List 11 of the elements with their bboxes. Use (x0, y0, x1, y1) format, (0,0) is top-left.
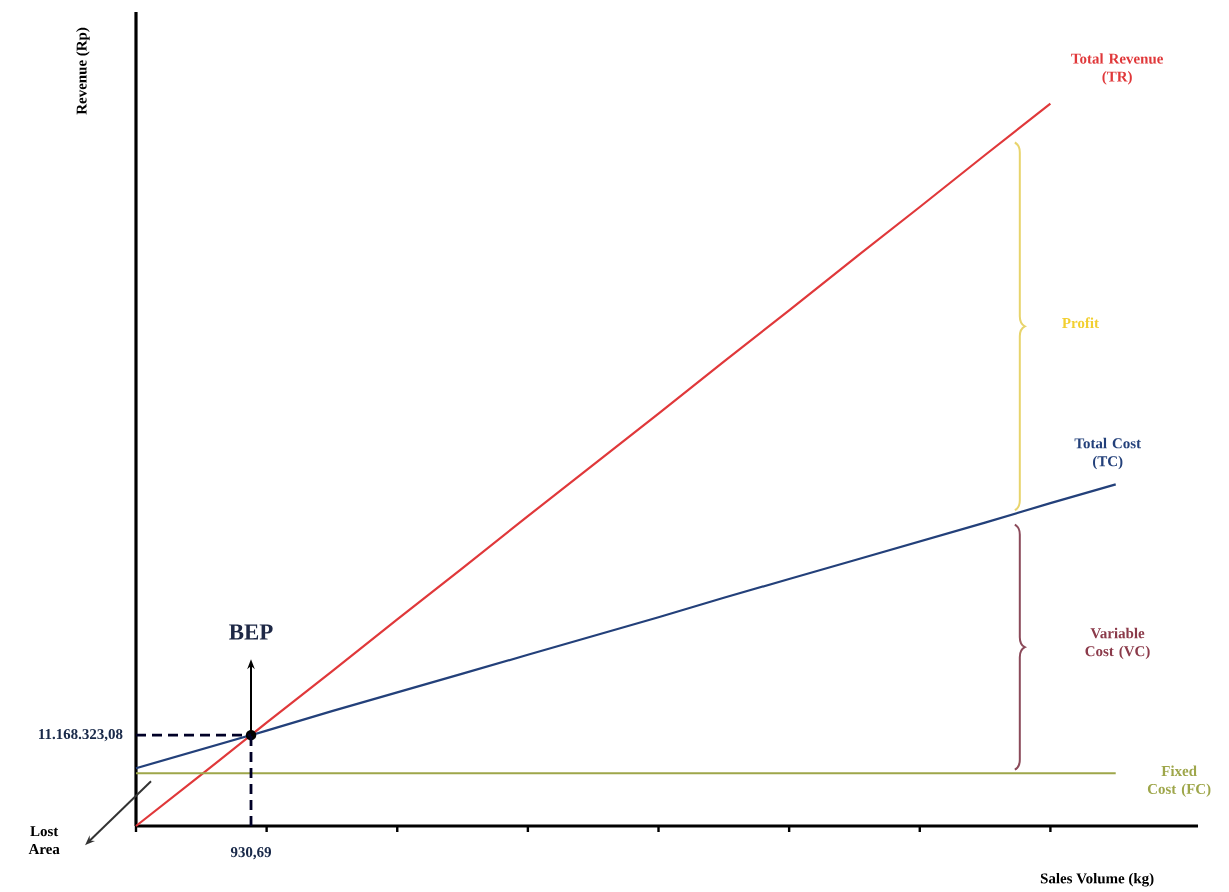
x-axis-title: Sales Volume (kg) (1040, 872, 1154, 887)
annotation: Profit (1062, 317, 1099, 329)
text: 11.168.323,08 (39, 729, 123, 742)
annotation: BEP (229, 624, 273, 640)
series-label: Total Revenue (TR) (1071, 53, 1163, 85)
annotation: Variable Cost (VC) (1085, 627, 1150, 660)
text: Lost Area (28, 826, 60, 855)
series-label: Total Cost (TC) (1074, 437, 1141, 470)
text: 930,69 (230, 847, 272, 860)
text: Fixed Cost (FC) (1147, 765, 1211, 798)
y-axis-title: Revenue (Rp) (76, 27, 90, 115)
